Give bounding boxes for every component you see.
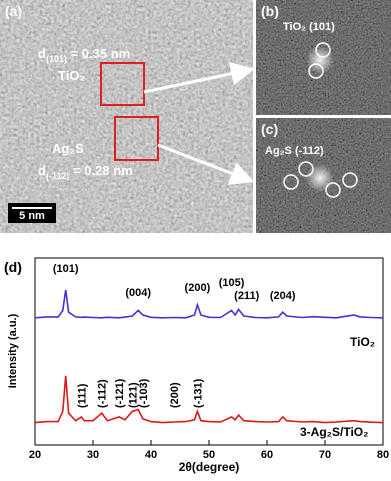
- series-line: [34, 289, 384, 319]
- x-tick-label: 70: [319, 449, 331, 461]
- peak-label: (200): [185, 282, 211, 294]
- arrow: [143, 61, 255, 94]
- peak-label: (111): [76, 383, 88, 408]
- d-sub: (101): [46, 54, 67, 64]
- d-base: d: [38, 46, 46, 61]
- fft-center: [306, 164, 334, 192]
- d-spacing: d(101) = 0.35 nm: [38, 46, 130, 64]
- d-base: d: [38, 163, 46, 178]
- d-rest: = 0.28 nm: [69, 163, 132, 178]
- panel-label: (b): [261, 3, 279, 19]
- series-label: 3-Ag₂S/TiO₂: [300, 425, 368, 439]
- x-tick-label: 60: [261, 449, 273, 461]
- scale-label: 5 nm: [19, 210, 45, 222]
- x-tick-label: 30: [87, 449, 99, 461]
- panel-label: (c): [261, 121, 278, 137]
- x-axis-label: 2θ(degree): [179, 460, 240, 474]
- x-tick-label: 50: [203, 449, 215, 461]
- spot-circle: [325, 182, 341, 198]
- peak-label: (-112): [97, 379, 109, 408]
- spot-circle: [315, 42, 331, 58]
- spot-circle: [342, 172, 358, 188]
- peak-label: (101): [53, 263, 79, 275]
- peak-label: (-131): [192, 378, 204, 408]
- peak-label: (004): [125, 287, 151, 299]
- arrow: [157, 143, 255, 185]
- peak-label: (105): [219, 277, 245, 289]
- fft-caption: Ag₂S (-112): [265, 145, 324, 157]
- spot-circle: [308, 63, 324, 79]
- x-tick-label: 40: [145, 449, 157, 461]
- x-tick-label: 20: [29, 449, 41, 461]
- fft-center: [306, 46, 334, 74]
- peak-label: (200): [169, 382, 181, 408]
- peak-label: (-121): [114, 378, 126, 408]
- peak-label: (211): [234, 290, 259, 302]
- series-line: [34, 375, 384, 424]
- peak-label: (-103): [138, 378, 150, 408]
- panel-label: (a): [5, 3, 22, 19]
- panel-label: (d): [4, 259, 22, 275]
- phase-label: Ag₂S: [52, 141, 84, 156]
- d-sub: (-112): [46, 171, 70, 181]
- roi-box: [114, 116, 159, 161]
- fft-caption: TiO₂ (101): [283, 21, 335, 33]
- series-label: TiO₂: [350, 335, 375, 349]
- d-rest: = 0.35 nm: [67, 46, 130, 61]
- d-spacing: d(-112) = 0.28 nm: [38, 163, 133, 181]
- peak-label: (204): [270, 290, 296, 302]
- phase-label: TiO₂: [58, 68, 85, 83]
- x-tick-label: 80: [377, 449, 389, 461]
- roi-box: [100, 62, 145, 106]
- spot-circle: [298, 161, 314, 177]
- peak-label: (121): [127, 382, 139, 408]
- spot-circle: [283, 174, 299, 190]
- y-axis-label: Intensity (a.u.): [7, 313, 19, 388]
